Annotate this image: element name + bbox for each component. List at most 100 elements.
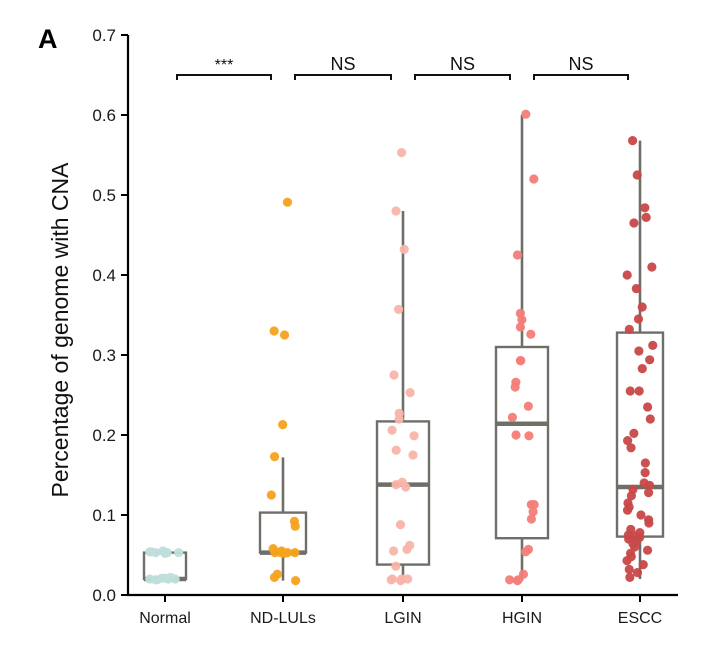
data-point <box>290 521 300 531</box>
data-point <box>622 270 632 280</box>
data-point <box>386 575 396 585</box>
data-point <box>391 480 401 490</box>
data-point <box>631 284 641 294</box>
data-point <box>290 548 300 558</box>
data-point <box>624 324 634 334</box>
data-point <box>405 388 415 398</box>
data-point <box>291 576 301 586</box>
box-hgin <box>494 115 550 581</box>
data-point <box>505 575 515 585</box>
data-point <box>626 491 636 501</box>
significance-label: NS <box>330 54 355 74</box>
data-point <box>408 450 418 460</box>
data-point <box>150 575 161 585</box>
bracket-line <box>176 74 272 80</box>
y-tick-label: 0.5 <box>92 186 116 205</box>
data-point <box>634 386 644 396</box>
data-point <box>626 443 636 453</box>
data-point <box>634 346 644 356</box>
data-point <box>641 212 651 222</box>
x-tick-label: ESCC <box>618 610 662 627</box>
significance-bracket: NS <box>414 54 511 80</box>
box-iqr <box>494 345 550 540</box>
data-point <box>174 548 184 558</box>
data-point <box>513 575 523 585</box>
data-point <box>160 548 170 559</box>
y-tick-label: 0.4 <box>92 266 116 285</box>
data-point <box>629 428 639 438</box>
box-iqr <box>615 331 665 538</box>
points-lgin <box>386 148 419 586</box>
data-point <box>638 560 648 570</box>
data-point <box>145 547 155 557</box>
data-point <box>636 510 646 520</box>
data-point <box>529 500 539 510</box>
data-point <box>632 568 643 578</box>
box-nd-luls <box>258 457 308 581</box>
data-point <box>395 520 406 530</box>
data-point <box>394 414 404 424</box>
data-point <box>637 302 647 312</box>
significance-bracket: *** <box>176 57 272 80</box>
data-point <box>389 370 399 380</box>
data-point <box>624 564 634 575</box>
data-point <box>402 544 412 555</box>
x-tick-label: Normal <box>139 610 191 627</box>
data-point <box>648 340 658 350</box>
y-tick-label: 0.7 <box>92 26 116 45</box>
bracket-line <box>533 74 629 80</box>
data-point <box>529 174 539 184</box>
data-point <box>629 218 639 228</box>
data-point <box>644 518 654 528</box>
data-point <box>632 170 642 180</box>
data-point <box>640 203 650 213</box>
data-point <box>517 315 527 325</box>
data-point <box>396 148 407 158</box>
data-point <box>627 136 638 146</box>
data-point <box>266 490 276 500</box>
x-tick-label: HGIN <box>502 610 542 627</box>
bracket-line <box>414 74 511 80</box>
data-point <box>507 412 518 422</box>
data-point <box>391 445 401 455</box>
data-point <box>521 547 531 557</box>
data-point <box>528 507 538 517</box>
bracket-line <box>294 74 392 80</box>
points-nd-luls <box>266 197 301 586</box>
data-point <box>640 468 650 478</box>
data-point <box>645 480 655 490</box>
data-point <box>622 556 632 566</box>
data-point <box>391 561 401 571</box>
significance-bracket: NS <box>294 54 392 80</box>
y-axis-label: Percentage of genome with CNA <box>47 162 73 498</box>
data-point <box>640 458 650 468</box>
data-point <box>409 431 419 441</box>
data-point <box>396 576 406 586</box>
y-tick-label: 0.0 <box>92 586 116 605</box>
data-point <box>512 250 523 260</box>
data-point <box>642 545 653 555</box>
significance-label: *** <box>215 57 234 74</box>
data-point <box>524 431 534 441</box>
data-point <box>278 420 288 430</box>
data-point <box>521 109 531 119</box>
data-point <box>643 488 654 498</box>
points-normal <box>145 546 184 585</box>
data-point <box>391 206 401 216</box>
data-point <box>647 262 657 272</box>
data-point <box>393 304 404 314</box>
data-point <box>526 329 536 339</box>
boxes <box>142 115 665 582</box>
data-point <box>643 402 653 412</box>
data-point <box>387 425 397 435</box>
x-tick-label: ND-LULs <box>250 610 316 627</box>
data-point <box>401 482 411 492</box>
data-point <box>511 430 521 440</box>
data-point <box>269 572 280 583</box>
data-point <box>515 356 526 366</box>
data-point <box>523 401 533 411</box>
points-escc <box>622 136 658 583</box>
data-point <box>282 197 293 207</box>
data-point <box>282 548 293 558</box>
